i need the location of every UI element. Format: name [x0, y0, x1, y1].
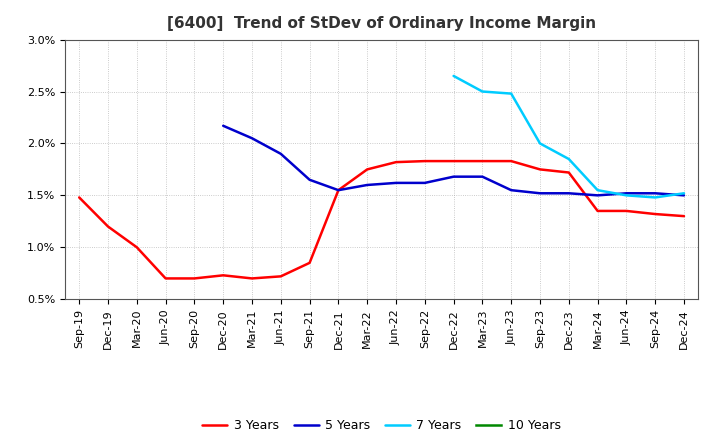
- 5 Years: [622, 191, 631, 196]
- Legend: 3 Years, 5 Years, 7 Years, 10 Years: 3 Years, 5 Years, 7 Years, 10 Years: [197, 414, 566, 437]
- 5 Years: [219, 123, 228, 128]
- 7 Years: [478, 89, 487, 94]
- 3 Years: [132, 245, 141, 250]
- 5 Years: [363, 182, 372, 187]
- 5 Years: [420, 180, 429, 186]
- 5 Years: [305, 177, 314, 183]
- 5 Years: [392, 180, 400, 186]
- 5 Years: [449, 174, 458, 180]
- 3 Years: [536, 167, 544, 172]
- 7 Years: [564, 156, 573, 161]
- 3 Years: [276, 274, 285, 279]
- 5 Years: [593, 193, 602, 198]
- Line: 3 Years: 3 Years: [79, 161, 684, 279]
- 7 Years: [593, 187, 602, 193]
- 3 Years: [334, 187, 343, 193]
- 7 Years: [507, 91, 516, 96]
- 3 Years: [593, 208, 602, 213]
- 5 Years: [478, 174, 487, 180]
- 7 Years: [651, 195, 660, 200]
- 3 Years: [507, 158, 516, 164]
- 5 Years: [334, 187, 343, 193]
- 3 Years: [363, 167, 372, 172]
- 3 Years: [478, 158, 487, 164]
- Line: 7 Years: 7 Years: [454, 76, 684, 198]
- 3 Years: [248, 276, 256, 281]
- 3 Years: [449, 158, 458, 164]
- 3 Years: [392, 159, 400, 165]
- 7 Years: [622, 193, 631, 198]
- 5 Years: [680, 193, 688, 198]
- 3 Years: [564, 170, 573, 175]
- 3 Years: [219, 273, 228, 278]
- 7 Years: [536, 141, 544, 146]
- 5 Years: [507, 187, 516, 193]
- 5 Years: [248, 136, 256, 141]
- 3 Years: [622, 208, 631, 213]
- 3 Years: [75, 195, 84, 200]
- 5 Years: [276, 151, 285, 157]
- 3 Years: [680, 213, 688, 219]
- 7 Years: [449, 73, 458, 79]
- 5 Years: [536, 191, 544, 196]
- Title: [6400]  Trend of StDev of Ordinary Income Margin: [6400] Trend of StDev of Ordinary Income…: [167, 16, 596, 32]
- 3 Years: [104, 224, 112, 229]
- 7 Years: [680, 191, 688, 196]
- 3 Years: [420, 158, 429, 164]
- 3 Years: [651, 211, 660, 216]
- 3 Years: [161, 276, 170, 281]
- Line: 5 Years: 5 Years: [223, 126, 684, 195]
- 3 Years: [305, 260, 314, 265]
- 3 Years: [190, 276, 199, 281]
- 5 Years: [564, 191, 573, 196]
- 5 Years: [651, 191, 660, 196]
